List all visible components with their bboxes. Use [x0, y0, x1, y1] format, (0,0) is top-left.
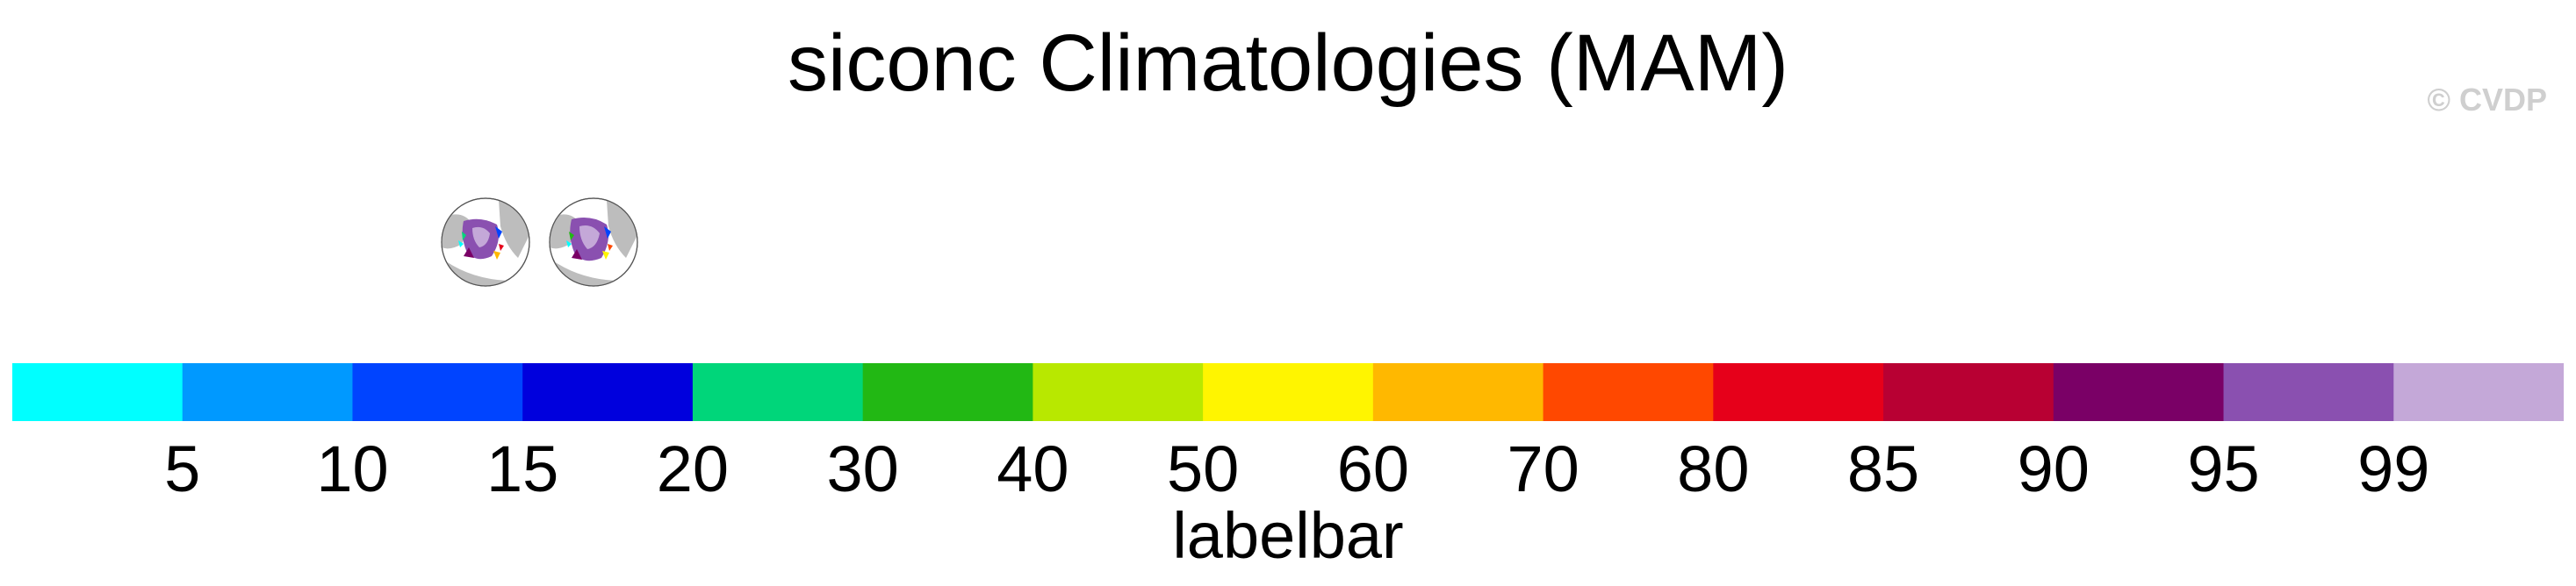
labelbar-tick-label: 60	[1337, 432, 1409, 495]
map-panel-1	[441, 197, 530, 287]
page-title: siconc Climatologies (MAM)	[787, 18, 1789, 108]
labelbar-tick-label: 95	[2187, 432, 2259, 495]
labelbar-tick-label: 5	[164, 432, 200, 495]
labelbar-box	[862, 363, 1033, 421]
labelbar-tick-label: 30	[827, 432, 899, 495]
labelbar-tick-label: 70	[1507, 432, 1579, 495]
labelbar-box	[352, 363, 523, 421]
labelbar-box	[12, 363, 183, 421]
labelbar-box	[1372, 363, 1544, 421]
labelbar-box	[2223, 363, 2394, 421]
labelbar-tick-label: 50	[1167, 432, 1239, 495]
labelbar-tick-label: 10	[316, 432, 388, 495]
labelbar-box	[2053, 363, 2225, 421]
labelbar-tick-label: 20	[657, 432, 729, 495]
labelbar-tick-label: 90	[2018, 432, 2090, 495]
labelbar-box	[1203, 363, 1374, 421]
labelbar-box	[1883, 363, 2054, 421]
labelbar-box	[692, 363, 864, 421]
labelbar-box	[1543, 363, 1714, 421]
labelbar-box	[1033, 363, 1204, 421]
labelbar-tick-label: 40	[997, 432, 1069, 495]
labelbar-box	[1713, 363, 1884, 421]
labelbar-box	[2393, 363, 2564, 421]
labelbar: 5 10 15 20 30 40 50 60 70 80 85 90 95 99	[12, 363, 2564, 586]
map-panels	[437, 182, 653, 293]
map-panel-2	[549, 197, 638, 287]
labelbar-tick-label: 85	[1847, 432, 1919, 495]
labelbar-box	[522, 363, 694, 421]
cvdp-watermark: © CVDP	[2427, 82, 2547, 118]
labelbar-tick-label: 99	[2357, 432, 2429, 495]
labelbar-tick-label: 80	[1677, 432, 1749, 495]
labelbar-title: labelbar	[1172, 499, 1404, 572]
labelbar-tick-label: 15	[486, 432, 558, 495]
labelbar-box	[182, 363, 354, 421]
